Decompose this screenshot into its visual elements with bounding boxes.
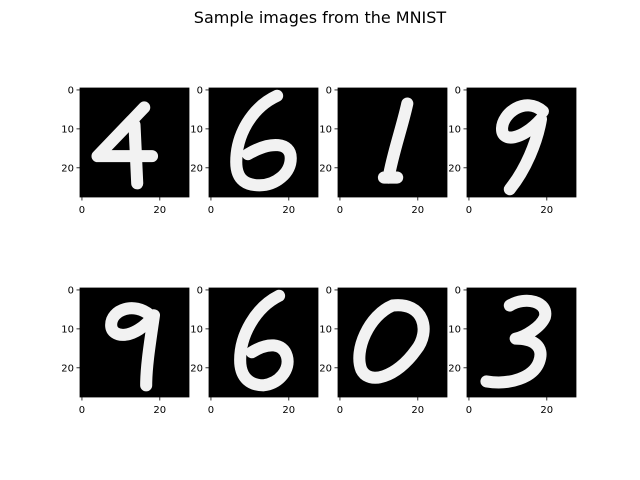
axes-frame	[466, 87, 577, 198]
y-tick-label: 0	[197, 85, 203, 96]
digit-stroke	[128, 118, 144, 190]
x-tick-label: 20	[411, 405, 424, 416]
x-tick-label: 0	[337, 405, 343, 416]
x-tick-label: 20	[282, 205, 295, 216]
y-tick-label: 10	[61, 324, 74, 335]
x-tick-label: 0	[208, 205, 214, 216]
subplot-1: 0 20 0 10 20	[61, 85, 190, 216]
x-tick-label: 20	[411, 205, 424, 216]
digit-9-strokes	[496, 99, 549, 196]
x-tick-label: 0	[466, 405, 472, 416]
y-tick-label: 10	[448, 124, 461, 135]
subplot-8: 0 20 0 10 20	[448, 285, 577, 416]
digit-6-strokes	[234, 289, 294, 392]
subplot-grid: 0 20 0 10 20 0 20 0 10 20 0 20 0 10 20 0 20 0 10 20 0 20 0 10 20…	[61, 85, 577, 416]
x-tick-label: 0	[466, 205, 472, 216]
x-tick-label: 20	[282, 405, 295, 416]
digit-stroke	[382, 97, 414, 184]
subplot-3: 0 20 0 10 20	[319, 85, 448, 216]
x-tick-label: 20	[153, 205, 166, 216]
y-tick-label: 0	[455, 85, 461, 96]
y-tick-label: 20	[319, 363, 332, 374]
digit-stroke	[234, 289, 294, 392]
y-tick-label: 0	[68, 85, 74, 96]
y-tick-label: 10	[319, 124, 332, 135]
y-tick-label: 10	[61, 124, 74, 135]
axes-frame	[79, 87, 190, 198]
digit-1-strokes	[377, 97, 414, 184]
axes-frame	[337, 287, 448, 398]
digit-stroke	[230, 89, 297, 192]
y-tick-label: 0	[326, 85, 332, 96]
digit-stroke	[105, 302, 160, 392]
digit-3-strokes	[480, 294, 552, 389]
digit-6-strokes	[230, 89, 297, 192]
y-tick-label: 0	[326, 285, 332, 296]
y-tick-label: 20	[448, 163, 461, 174]
y-tick-label: 10	[448, 324, 461, 335]
x-tick-label: 20	[540, 205, 553, 216]
y-tick-label: 20	[190, 163, 203, 174]
axes-frame	[208, 87, 319, 198]
digit-stroke	[496, 99, 549, 196]
subplot-6: 0 20 0 10 20	[190, 285, 319, 416]
axes-frame	[208, 287, 319, 398]
y-tick-label: 0	[197, 285, 203, 296]
axes-frame	[466, 287, 577, 398]
digit-stroke	[480, 294, 552, 389]
x-tick-label: 0	[208, 405, 214, 416]
x-tick-label: 20	[540, 405, 553, 416]
x-tick-label: 0	[79, 205, 85, 216]
y-tick-label: 10	[319, 324, 332, 335]
x-tick-label: 0	[79, 405, 85, 416]
digit-stroke	[353, 299, 430, 384]
axes-frame	[337, 87, 448, 198]
y-tick-label: 20	[319, 163, 332, 174]
subplot-4: 0 20 0 10 20	[448, 85, 577, 216]
subplot-2: 0 20 0 10 20	[190, 85, 319, 216]
y-tick-label: 20	[448, 363, 461, 374]
y-tick-label: 20	[190, 363, 203, 374]
y-tick-label: 20	[61, 363, 74, 374]
y-tick-label: 10	[190, 324, 203, 335]
subplot-7: 0 20 0 10 20	[319, 285, 448, 416]
x-tick-label: 0	[337, 205, 343, 216]
y-tick-label: 0	[68, 285, 74, 296]
y-tick-label: 10	[190, 124, 203, 135]
digit-0-strokes	[353, 299, 430, 384]
digit-4-strokes	[91, 101, 159, 190]
figure-title: Sample images from the MNIST	[194, 8, 447, 27]
y-tick-label: 20	[61, 163, 74, 174]
x-tick-label: 20	[153, 405, 166, 416]
y-tick-label: 0	[455, 285, 461, 296]
axes-frame	[79, 287, 190, 398]
subplot-5: 0 20 0 10 20	[61, 285, 190, 416]
digit-9-strokes	[105, 302, 160, 392]
